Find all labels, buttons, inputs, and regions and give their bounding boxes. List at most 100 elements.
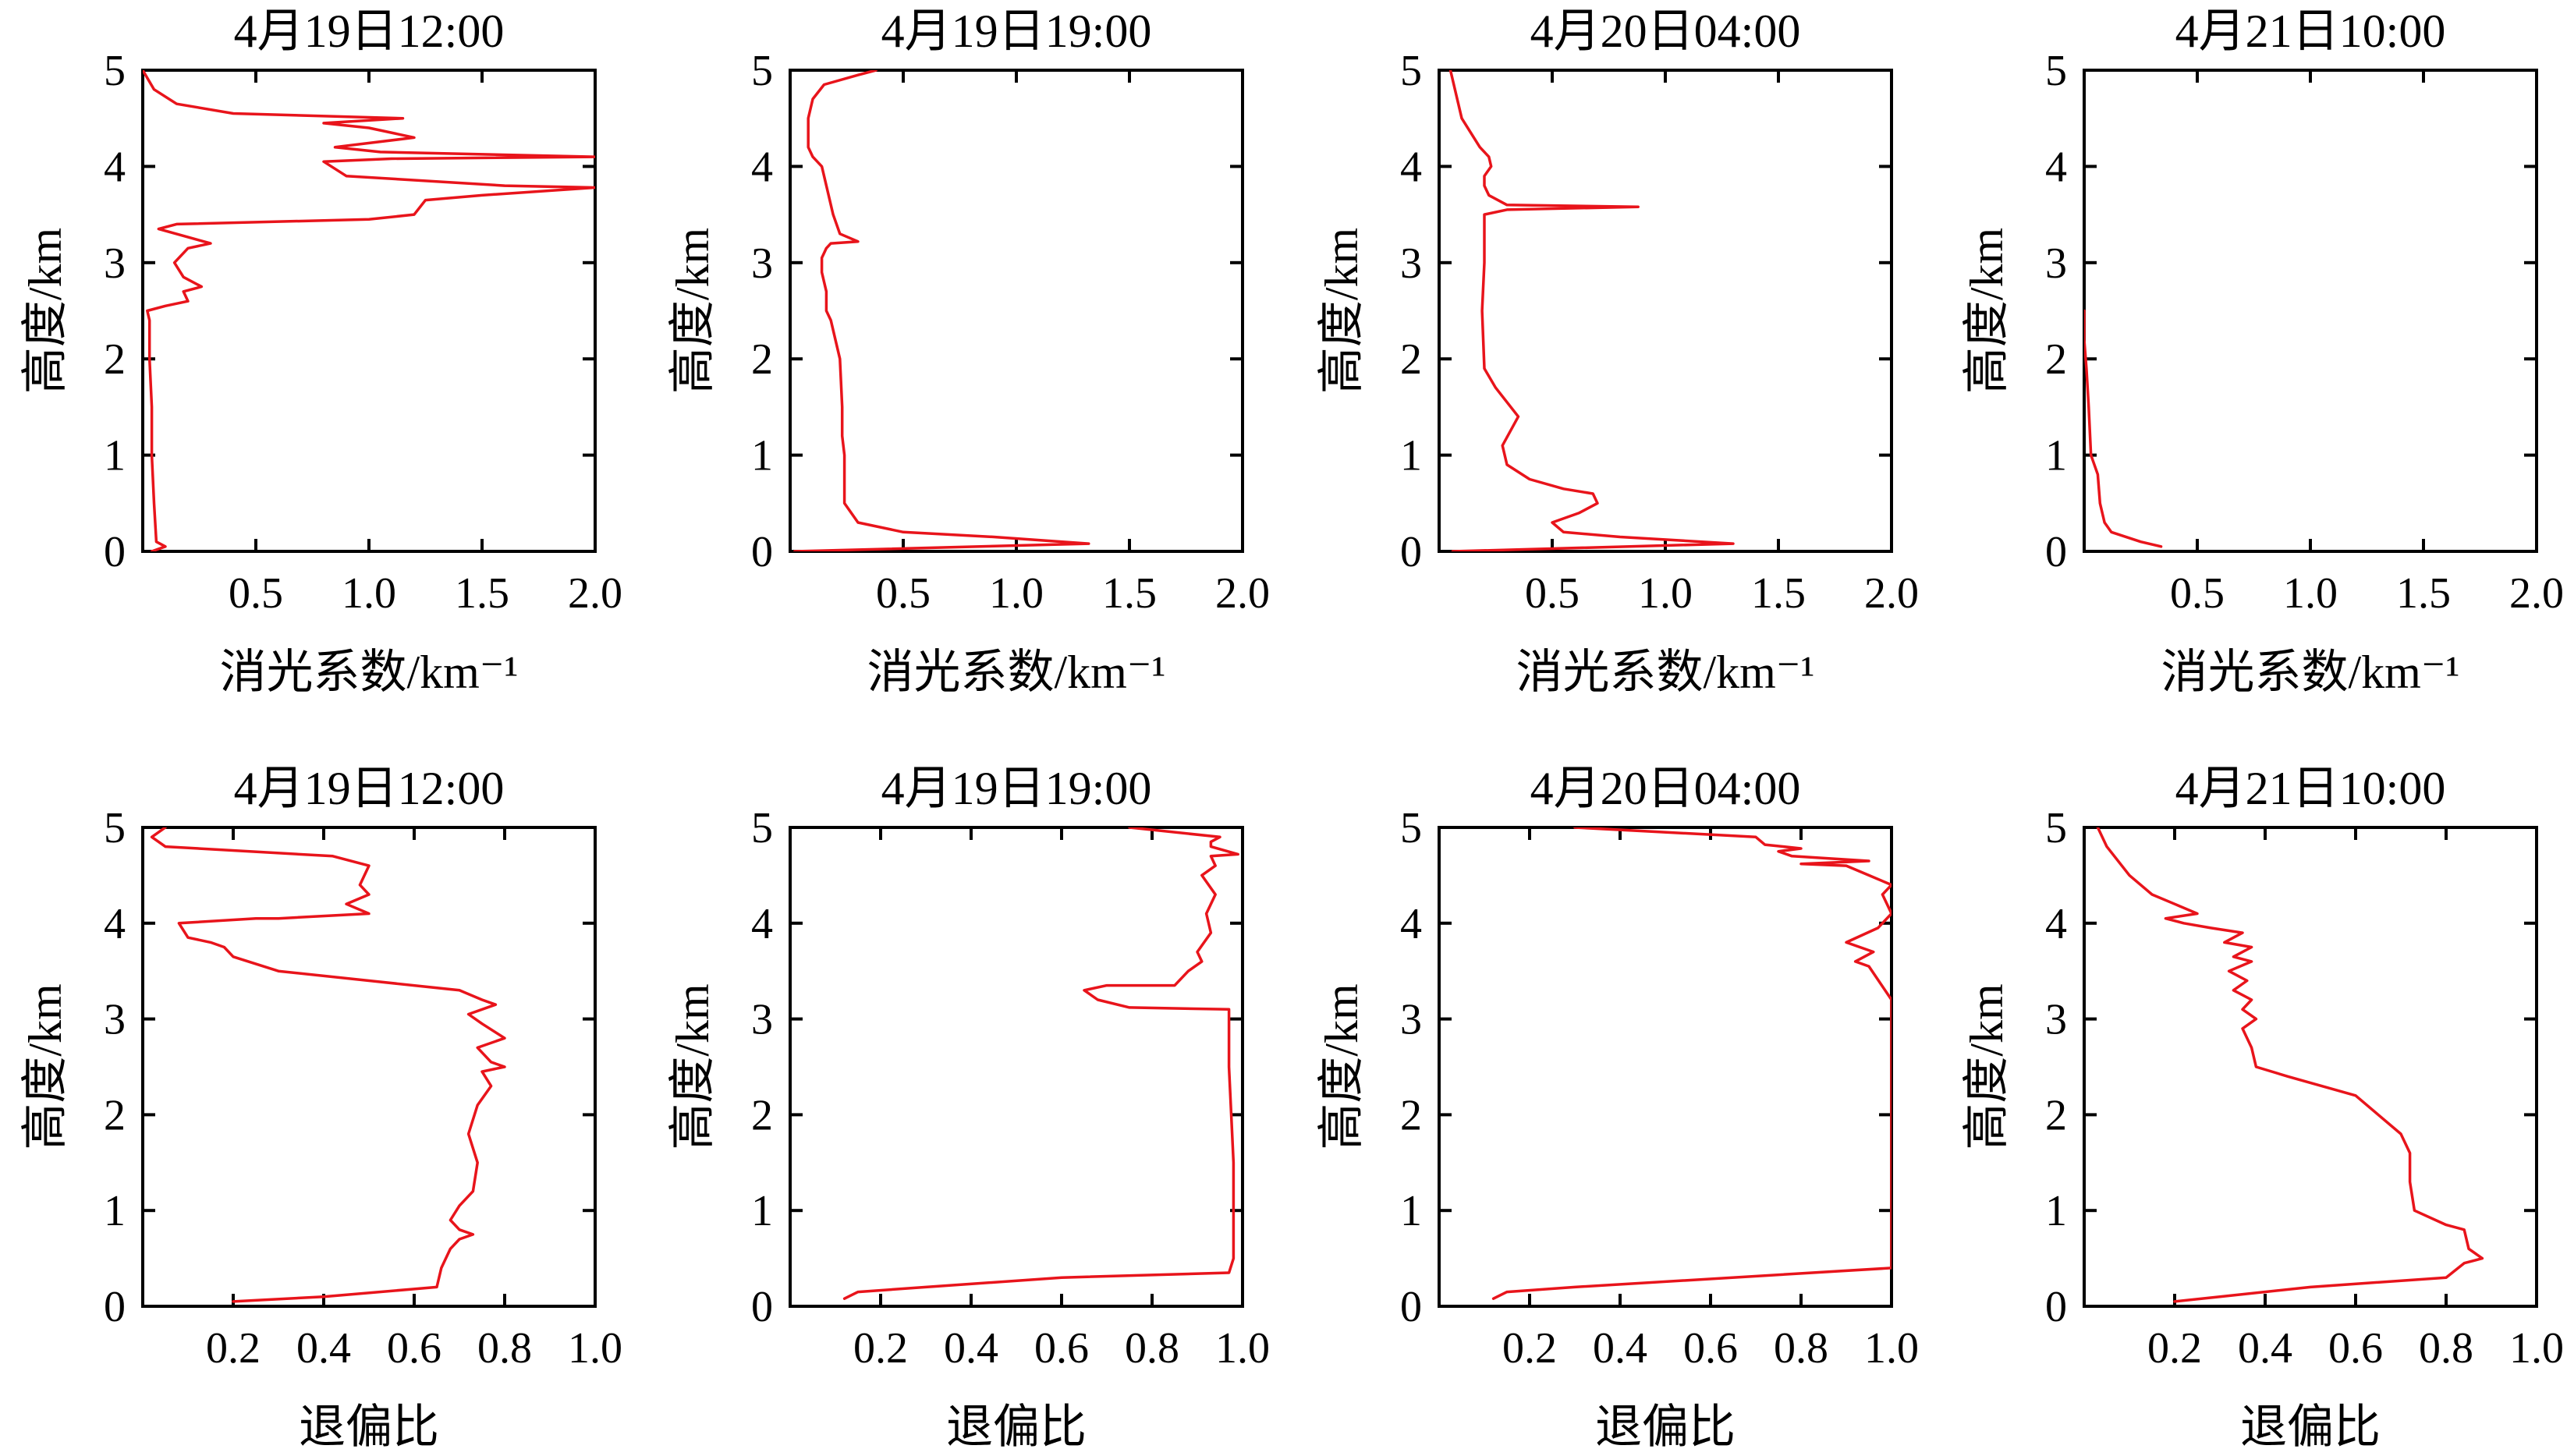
- panel-title: 4月21日10:00: [2175, 5, 2446, 57]
- y-tick-label: 0: [751, 528, 773, 576]
- panel-title: 4月19日19:00: [881, 5, 1152, 57]
- x-tick-label: 0.4: [1593, 1324, 1647, 1373]
- y-tick-label: 0: [1400, 528, 1422, 576]
- series-line: [793, 70, 1090, 551]
- y-tick-label: 3: [104, 239, 126, 288]
- x-tick-label: 0.6: [1034, 1324, 1089, 1373]
- x-tick-label: 0.5: [2170, 569, 2225, 618]
- x-tick-label: 0.6: [2328, 1324, 2383, 1373]
- x-tick-label: 0.5: [876, 569, 931, 618]
- y-tick-label: 1: [104, 432, 126, 480]
- x-tick-label: 0.4: [296, 1324, 351, 1373]
- x-tick-label: 2.0: [568, 569, 622, 618]
- panel-6: 4月19日19:00 0 1 2 3 4 5 0.2 0.4 0.6 0.8 1.0 退偏比 高度/km: [667, 763, 1270, 1453]
- y-tick-label: 4: [2045, 143, 2067, 191]
- x-tick-label: 1.5: [455, 569, 509, 618]
- x-tick-label: 2.0: [2509, 569, 2564, 618]
- x-tick-label: 0.8: [1125, 1324, 1179, 1373]
- y-tick-label: 2: [1400, 335, 1422, 384]
- y-tick-label: 0: [104, 1283, 126, 1331]
- panel-1: 4月19日12:00 0 1 2 3 4 5 0.5 1.0 1.5 2.0 消光系数/km⁻¹ 高度/…: [20, 5, 622, 698]
- y-tick-label: 5: [2045, 47, 2067, 95]
- y-tick-label: 3: [2045, 996, 2067, 1044]
- y-tick-label: 0: [751, 1283, 773, 1331]
- x-tick-label: 2.0: [1215, 569, 1270, 618]
- x-axis-label: 退偏比: [2240, 1401, 2381, 1453]
- y-axis-label: 高度/km: [667, 228, 718, 394]
- x-tick-label: 0.4: [944, 1324, 998, 1373]
- y-axis-label: 高度/km: [667, 983, 718, 1150]
- x-tick-label: 0.8: [1774, 1324, 1828, 1373]
- y-axis-label: 高度/km: [1316, 983, 1367, 1150]
- x-axis-label: 退偏比: [299, 1401, 439, 1453]
- y-tick-label: 1: [2045, 1187, 2067, 1235]
- x-axis-label: 退偏比: [1595, 1401, 1736, 1453]
- x-tick-label: 1.0: [342, 569, 396, 618]
- plot-frame: [1438, 69, 1893, 553]
- plot-frame: [789, 826, 1244, 1308]
- y-tick-label: 1: [2045, 432, 2067, 480]
- y-tick-label: 5: [104, 804, 126, 852]
- x-axis-label: 退偏比: [946, 1401, 1087, 1453]
- series-line: [2096, 827, 2484, 1303]
- x-tick-label: 0.8: [2419, 1324, 2473, 1373]
- x-tick-label: 2.0: [1864, 569, 1919, 618]
- plot-frame: [789, 69, 1244, 553]
- y-tick-label: 4: [104, 900, 126, 948]
- y-tick-label: 3: [751, 239, 773, 288]
- x-tick-label: 1.0: [989, 569, 1044, 618]
- panel-7: 4月20日04:00 0 1 2 3 4 5 0.2 0.4 0.6 0.8 1.0 退偏比 高度/km: [1316, 763, 1919, 1453]
- y-axis-label: 高度/km: [1961, 983, 2012, 1150]
- y-tick-label: 5: [2045, 804, 2067, 852]
- y-tick-label: 3: [1400, 996, 1422, 1044]
- plot-frame: [2083, 69, 2538, 553]
- x-tick-label: 1.0: [568, 1324, 622, 1373]
- y-tick-label: 4: [104, 143, 126, 191]
- series-line: [1491, 827, 1892, 1300]
- y-tick-label: 4: [1400, 143, 1422, 191]
- x-axis-label: 消光系数/km⁻¹: [2161, 647, 2460, 698]
- y-tick-label: 2: [104, 335, 126, 384]
- x-tick-label: 0.5: [1525, 569, 1580, 618]
- x-axis-label: 消光系数/km⁻¹: [867, 647, 1166, 698]
- x-tick-label: 1.0: [1864, 1324, 1919, 1373]
- x-tick-label: 1.0: [2509, 1324, 2564, 1373]
- y-axis-label: 高度/km: [20, 983, 71, 1150]
- x-tick-label: 0.5: [229, 569, 283, 618]
- y-axis-label: 高度/km: [1316, 228, 1367, 394]
- series-line: [842, 827, 1239, 1300]
- y-tick-label: 5: [751, 47, 773, 95]
- x-tick-label: 0.2: [853, 1324, 908, 1373]
- panel-2: 4月19日19:00 0 1 2 3 4 5 0.5 1.0 1.5 2.0 消光系数/km⁻¹ 高度/…: [667, 5, 1270, 698]
- y-tick-label: 2: [104, 1091, 126, 1139]
- x-tick-label: 1.0: [1215, 1324, 1270, 1373]
- y-tick-label: 2: [2045, 335, 2067, 384]
- y-tick-label: 4: [751, 143, 773, 191]
- x-axis-label: 消光系数/km⁻¹: [1516, 647, 1815, 698]
- y-tick-label: 4: [751, 900, 773, 948]
- x-tick-label: 0.8: [477, 1324, 532, 1373]
- x-tick-label: 1.0: [1638, 569, 1693, 618]
- series-line: [150, 827, 506, 1303]
- panel-title: 4月19日12:00: [234, 763, 505, 814]
- y-tick-label: 5: [751, 804, 773, 852]
- panel-3: 4月20日04:00 0 1 2 3 4 5 0.5 1.0 1.5 2.0 消光系数/km⁻¹ 高度/…: [1316, 5, 1919, 698]
- x-tick-label: 0.2: [1502, 1324, 1557, 1373]
- series-line: [1448, 70, 1735, 551]
- y-tick-label: 3: [104, 996, 126, 1044]
- series-line: [143, 70, 595, 551]
- y-tick-label: 3: [1400, 239, 1422, 288]
- x-tick-label: 1.5: [1751, 569, 1806, 618]
- x-tick-label: 0.2: [206, 1324, 261, 1373]
- y-tick-label: 2: [1400, 1091, 1422, 1139]
- x-tick-label: 0.6: [1683, 1324, 1738, 1373]
- y-tick-label: 5: [1400, 47, 1422, 95]
- panel-8: 4月21日10:00 0 1 2 3 4 5 0.2 0.4 0.6 0.8 1.0 退偏比 高度/km: [1961, 763, 2564, 1453]
- panel-title: 4月20日04:00: [1530, 5, 1801, 57]
- panel-4: 4月21日10:00 0 1 2 3 4 5 0.5 1.0 1.5 2.0 消光系数/km⁻¹ 高度/…: [1961, 5, 2564, 698]
- x-axis-label: 消光系数/km⁻¹: [220, 647, 519, 698]
- y-tick-label: 1: [104, 1187, 126, 1235]
- y-tick-label: 1: [751, 432, 773, 480]
- y-tick-label: 1: [1400, 432, 1422, 480]
